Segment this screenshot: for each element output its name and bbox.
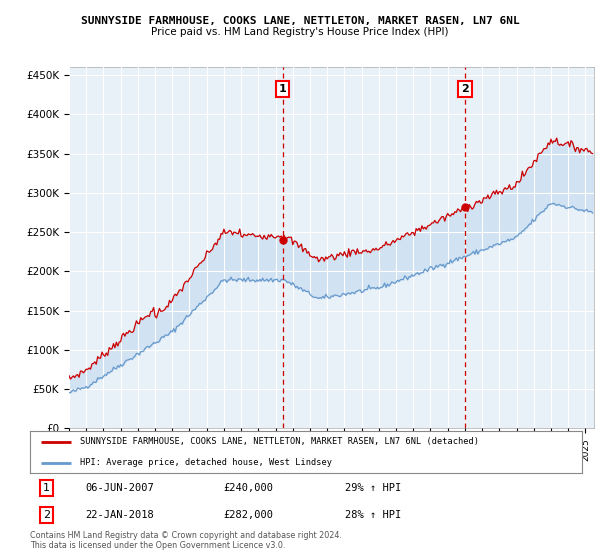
Text: 1: 1	[279, 84, 287, 94]
Text: 1: 1	[43, 483, 50, 493]
Text: £240,000: £240,000	[223, 483, 273, 493]
Text: 06-JUN-2007: 06-JUN-2007	[85, 483, 154, 493]
Text: £282,000: £282,000	[223, 510, 273, 520]
Text: SUNNYSIDE FARMHOUSE, COOKS LANE, NETTLETON, MARKET RASEN, LN7 6NL: SUNNYSIDE FARMHOUSE, COOKS LANE, NETTLET…	[80, 16, 520, 26]
Text: This data is licensed under the Open Government Licence v3.0.: This data is licensed under the Open Gov…	[30, 541, 286, 550]
Text: Contains HM Land Registry data © Crown copyright and database right 2024.: Contains HM Land Registry data © Crown c…	[30, 531, 342, 540]
Text: 28% ↑ HPI: 28% ↑ HPI	[344, 510, 401, 520]
Text: Price paid vs. HM Land Registry's House Price Index (HPI): Price paid vs. HM Land Registry's House …	[151, 27, 449, 37]
Text: SUNNYSIDE FARMHOUSE, COOKS LANE, NETTLETON, MARKET RASEN, LN7 6NL (detached): SUNNYSIDE FARMHOUSE, COOKS LANE, NETTLET…	[80, 437, 479, 446]
Text: HPI: Average price, detached house, West Lindsey: HPI: Average price, detached house, West…	[80, 458, 332, 467]
Text: 29% ↑ HPI: 29% ↑ HPI	[344, 483, 401, 493]
Text: 22-JAN-2018: 22-JAN-2018	[85, 510, 154, 520]
Text: 2: 2	[43, 510, 50, 520]
Text: 2: 2	[461, 84, 469, 94]
